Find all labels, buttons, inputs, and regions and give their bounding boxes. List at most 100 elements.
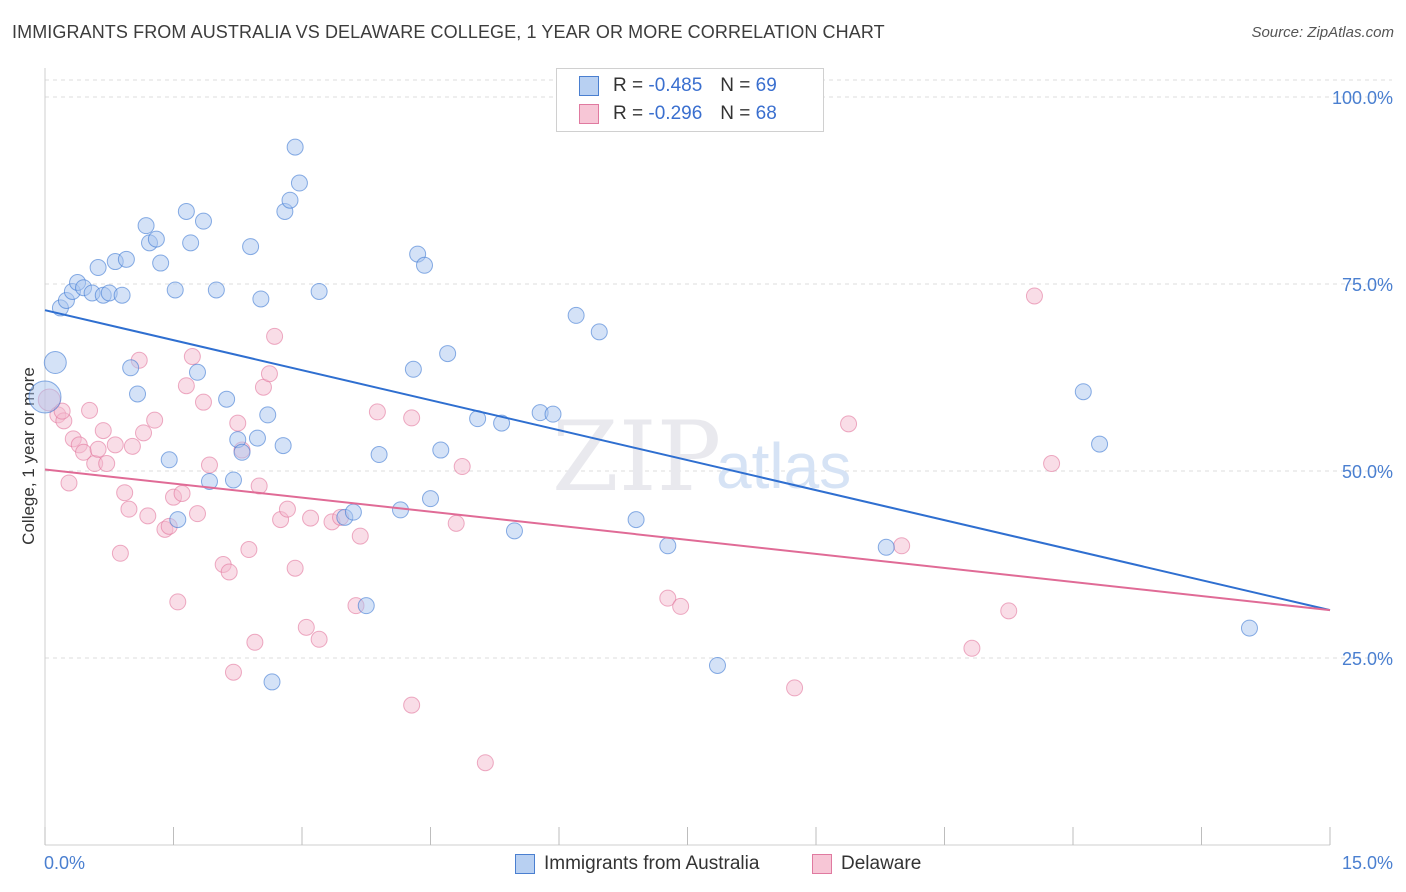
legend-r-label: R =: [613, 75, 644, 96]
point-australia: [505, 522, 523, 540]
point-delaware: [250, 477, 268, 495]
y-tick-label: 75.0%: [1342, 275, 1393, 295]
point-delaware: [106, 436, 124, 454]
point-delaware: [135, 424, 153, 442]
bottom-legend-label-australia: Immigrants from Australia: [544, 853, 760, 874]
point-delaware: [89, 440, 107, 458]
point-delaware: [447, 514, 465, 532]
point-australia: [147, 230, 165, 248]
point-delaware: [146, 411, 164, 429]
series-delaware: [37, 287, 1061, 772]
trendline-delaware: [44, 468, 1331, 612]
point-australia: [416, 256, 434, 274]
point-delaware: [1000, 602, 1018, 620]
point-delaware: [81, 401, 99, 419]
point-delaware: [840, 415, 858, 433]
point-delaware: [224, 663, 242, 681]
y-axis-label: College, 1 year or more: [19, 367, 38, 545]
point-australia: [590, 323, 608, 341]
point-delaware: [188, 505, 206, 523]
trendline-australia: [44, 309, 1331, 612]
point-australia: [627, 511, 645, 529]
point-australia: [286, 138, 304, 156]
trend-lines: [44, 309, 1331, 612]
point-delaware: [260, 365, 278, 383]
point-delaware: [302, 509, 320, 527]
point-australia: [207, 281, 225, 299]
point-australia: [263, 673, 281, 691]
point-delaware: [183, 348, 201, 366]
point-delaware: [403, 409, 421, 427]
y-tick-labels: 25.0% 50.0% 75.0% 100.0%: [1332, 88, 1393, 669]
point-australia: [310, 282, 328, 300]
point-delaware: [94, 422, 112, 440]
point-delaware: [1025, 287, 1043, 305]
point-delaware: [351, 527, 369, 545]
legend-r-label: R =: [613, 103, 644, 124]
point-australia: [248, 429, 266, 447]
point-australia: [274, 437, 292, 455]
watermark: ZIP atlas: [552, 401, 851, 513]
point-delaware: [659, 589, 677, 607]
point-australia: [370, 446, 388, 464]
legend-swatch-blue: [579, 76, 599, 96]
point-delaware: [98, 455, 116, 473]
legend-r-value-australia: -0.485: [648, 75, 703, 96]
point-delaware: [278, 500, 296, 518]
point-delaware: [173, 484, 191, 502]
point-delaware: [240, 541, 258, 559]
point-australia: [218, 390, 236, 408]
y-tick-label: 50.0%: [1342, 462, 1393, 482]
watermark-atlas: atlas: [716, 430, 851, 502]
x-tick-label-max: 15.0%: [1342, 853, 1393, 873]
gridlines: [45, 79, 1392, 659]
point-delaware: [672, 597, 690, 615]
point-delaware: [177, 377, 195, 395]
point-australia: [137, 217, 155, 235]
point-australia: [160, 451, 178, 469]
point-australia: [129, 385, 147, 403]
point-australia: [659, 537, 677, 555]
point-delaware: [786, 679, 804, 697]
point-australia: [344, 503, 362, 521]
point-australia: [1091, 435, 1109, 453]
correlation-legend: R = -0.485 N = 69 R = -0.296 N = 68: [556, 68, 824, 132]
point-delaware: [453, 458, 471, 476]
point-delaware: [229, 414, 247, 432]
point-australia: [166, 281, 184, 299]
point-delaware: [220, 563, 238, 581]
point-delaware: [53, 402, 71, 420]
point-australia: [259, 406, 277, 424]
point-australia: [1074, 383, 1092, 401]
point-delaware: [286, 559, 304, 577]
point-delaware: [169, 593, 187, 611]
point-australia: [122, 359, 140, 377]
watermark-zip: ZIP: [552, 401, 721, 513]
y-tick-label: 25.0%: [1342, 649, 1393, 669]
point-delaware: [194, 393, 212, 411]
point-australia: [242, 238, 260, 256]
point-australia: [567, 306, 585, 324]
legend-r-value-delaware: -0.296: [648, 103, 703, 124]
point-delaware: [476, 754, 494, 772]
point-australia: [432, 441, 450, 459]
point-australia: [177, 202, 195, 220]
point-australia: [194, 212, 212, 230]
legend-n-label: N =: [720, 75, 751, 96]
chart-title: IMMIGRANTS FROM AUSTRALIA VS DELAWARE CO…: [12, 22, 885, 42]
point-delaware: [310, 630, 328, 648]
legend-n-label: N =: [720, 103, 751, 124]
bottom-legend-australia: Immigrants from Australia: [515, 852, 759, 876]
point-australia: [877, 538, 895, 556]
point-delaware: [200, 456, 218, 474]
bottom-legend-swatch-pink: [812, 854, 832, 874]
bottom-legend-label-delaware: Delaware: [841, 853, 922, 874]
point-delaware: [116, 484, 134, 502]
point-australia: [1240, 619, 1258, 637]
point-australia: [493, 414, 511, 432]
axes: [44, 68, 1331, 846]
point-delaware: [60, 474, 78, 492]
point-australia: [252, 290, 270, 308]
point-australia: [544, 405, 562, 423]
point-delaware: [120, 500, 138, 518]
